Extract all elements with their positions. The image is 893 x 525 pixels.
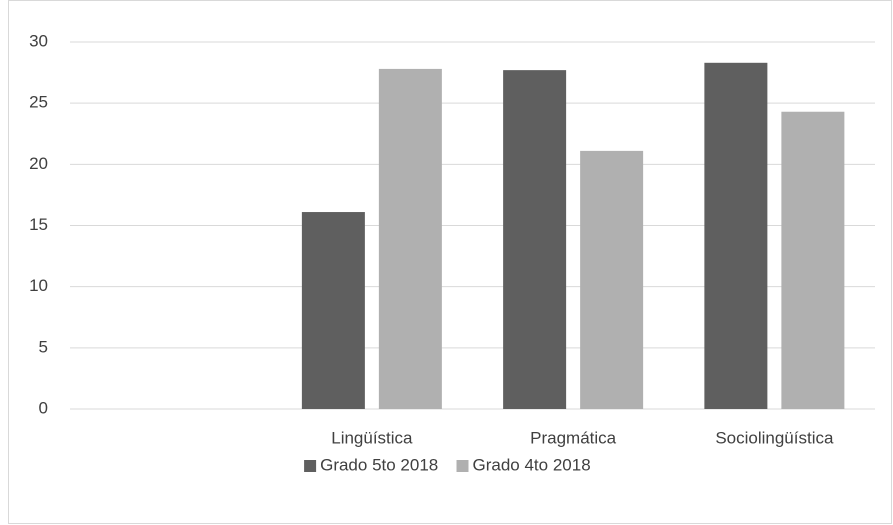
legend-label: Grado 5to 2018: [320, 455, 438, 474]
y-tick-label: 25: [29, 93, 48, 112]
y-tick-label: 10: [29, 276, 48, 295]
legend-swatch: [304, 460, 317, 472]
y-tick-label: 15: [29, 215, 48, 234]
bar: [301, 212, 365, 409]
bar: [503, 70, 567, 410]
bar: [580, 150, 644, 410]
legend-label: Grado 4to 2018: [473, 455, 591, 474]
y-tick-label: 0: [39, 398, 48, 417]
y-tick-label: 5: [39, 337, 48, 356]
x-tick-label: Sociolingüística: [715, 428, 834, 447]
legend-swatch: [456, 460, 469, 472]
x-tick-label: Lingüística: [331, 428, 413, 447]
bar: [378, 68, 442, 409]
bar: [704, 62, 768, 410]
bar: [781, 111, 845, 409]
y-tick-label: 20: [29, 154, 48, 173]
x-tick-label: Pragmática: [530, 428, 617, 447]
y-tick-label: 30: [29, 31, 48, 50]
